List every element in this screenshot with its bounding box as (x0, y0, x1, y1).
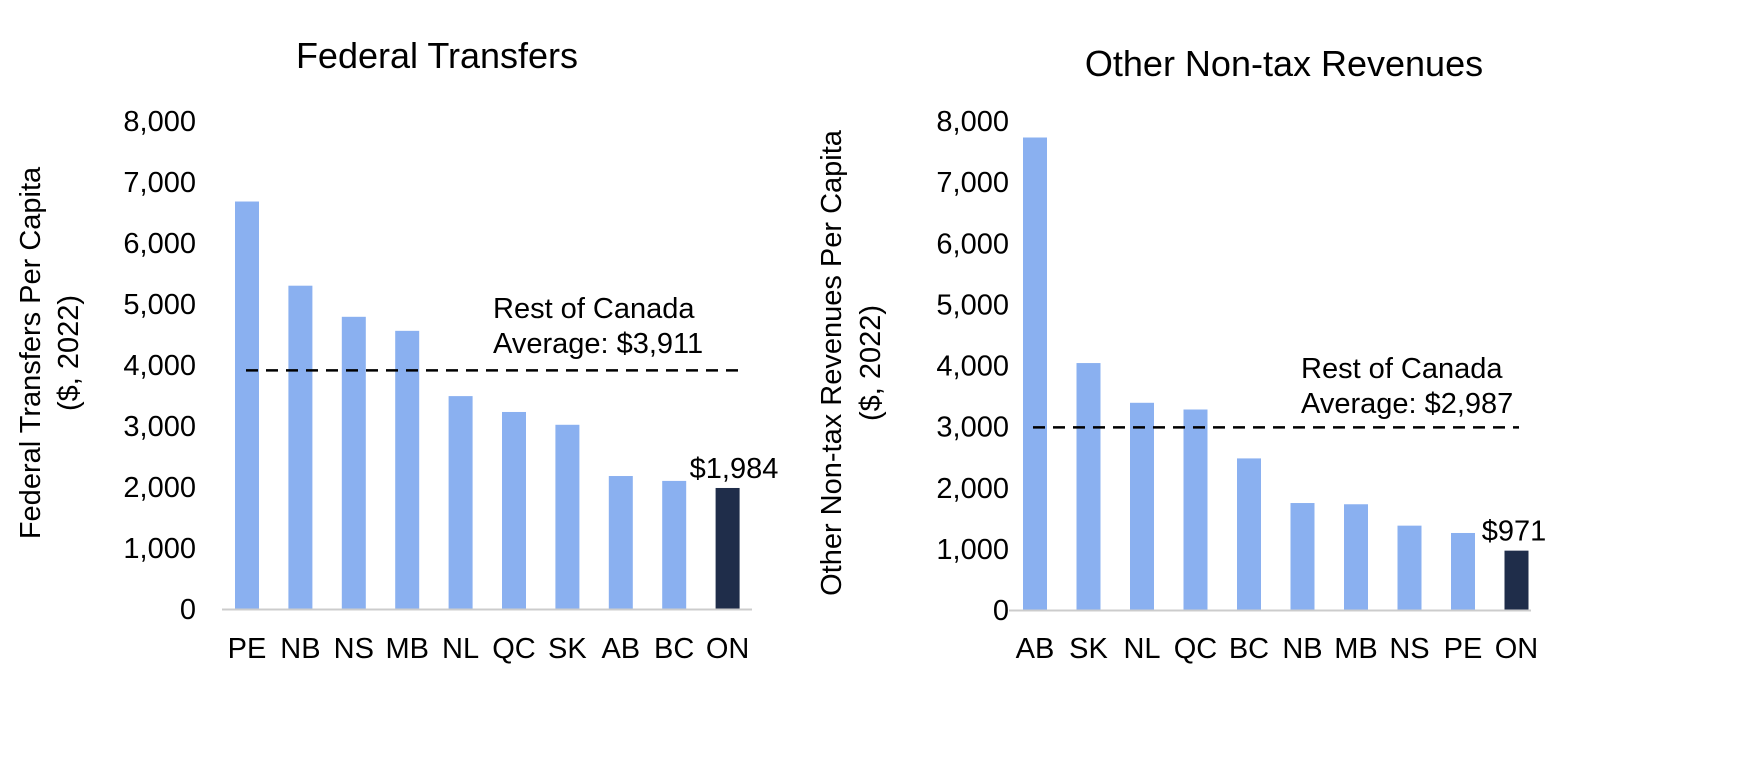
bar (288, 285, 313, 609)
bar (555, 424, 580, 609)
bar (608, 476, 633, 609)
y-tick-label: 6,000 (123, 228, 196, 260)
federal-transfers-chart: Federal Transfers Federal Transfers Per C… (15, 35, 779, 665)
x-tick-label: PE (228, 633, 267, 665)
reference-label-line2: Average: $2,987 (1301, 388, 1513, 420)
bar (235, 201, 259, 609)
x-tick-label: BC (1229, 633, 1269, 665)
y-axis-label: Other Non-tax Revenues Per Capita (816, 129, 848, 596)
x-tick-label: NL (442, 633, 479, 665)
x-tick-label: NS (334, 633, 374, 665)
x-tick-label: NB (1282, 633, 1322, 665)
x-tick-label: NL (1123, 633, 1160, 665)
chart-title: Federal Transfers (296, 35, 578, 76)
y-tick-label: 4,000 (123, 350, 196, 382)
y-tick-label: 3,000 (123, 411, 196, 443)
bar (1237, 458, 1261, 610)
x-tick-label: BC (654, 633, 694, 665)
y-tick-label: 8,000 (936, 106, 1009, 138)
y-tick-label: 0 (993, 595, 1009, 627)
bar (1023, 137, 1047, 610)
reference-label-line1: Rest of Canada (493, 293, 695, 325)
y-tick-label: 3,000 (936, 412, 1009, 444)
x-tick-label: MB (385, 633, 429, 665)
x-tick-label: AB (601, 633, 640, 665)
reference-label-line2: Average: $3,911 (493, 328, 703, 360)
bar (1290, 503, 1315, 610)
highlight-data-label: $1,984 (690, 453, 779, 485)
x-tick-label: QC (492, 633, 536, 665)
y-tick-label: 5,000 (936, 289, 1009, 321)
bar (1451, 532, 1475, 610)
bar (502, 411, 526, 609)
highlight-data-label: $971 (1482, 516, 1547, 548)
reference-label-line1: Rest of Canada (1301, 353, 1503, 385)
bar (395, 330, 420, 609)
y-tick-label: 1,000 (123, 533, 196, 565)
y-tick-label: 8,000 (123, 106, 196, 138)
y-axis-unit-label: ($, 2022) (53, 295, 85, 411)
federal-transfers-plot: Federal Transfers Federal Transfers Per C… (15, 35, 779, 665)
y-tick-label: 5,000 (123, 289, 196, 321)
y-tick-label: 4,000 (936, 351, 1009, 383)
y-axis-unit-label: ($, 2022) (855, 305, 887, 421)
x-tick-label: NB (280, 633, 320, 665)
y-tick-label: 2,000 (936, 473, 1009, 505)
bar (448, 396, 473, 609)
x-tick-label: NS (1389, 633, 1429, 665)
other-non-tax-revenues-chart: Other Non-tax Revenues Other Non-tax Reve… (816, 0, 1742, 772)
x-tick-label: QC (1174, 633, 1218, 665)
y-tick-label: 2,000 (123, 472, 196, 504)
x-tick-label: MB (1334, 633, 1378, 665)
y-tick-label: 6,000 (936, 228, 1009, 260)
y-axis-label: Federal Transfers Per Capita (15, 166, 47, 539)
x-tick-label: PE (1444, 633, 1483, 665)
chart-title: Other Non-tax Revenues (1085, 43, 1483, 84)
x-tick-label: ON (1495, 633, 1539, 665)
bar-highlight (1504, 550, 1529, 610)
y-tick-label: 0 (180, 594, 196, 626)
y-tick-label: 1,000 (936, 534, 1009, 566)
x-tick-label: SK (548, 633, 587, 665)
bar (341, 316, 366, 609)
x-tick-label: AB (1016, 633, 1055, 665)
bar (1344, 504, 1368, 610)
y-tick-label: 7,000 (936, 167, 1009, 199)
bar (662, 480, 687, 609)
bar (1397, 525, 1422, 610)
bar (1076, 363, 1101, 610)
bar (1183, 409, 1208, 610)
y-tick-label: 7,000 (123, 167, 196, 199)
bar-highlight (715, 487, 740, 609)
other-non-tax-revenues-plot: Other Non-tax Revenues Other Non-tax Reve… (816, 43, 1547, 665)
x-tick-label: SK (1069, 633, 1108, 665)
bar (1130, 402, 1154, 610)
x-tick-label: ON (706, 633, 750, 665)
